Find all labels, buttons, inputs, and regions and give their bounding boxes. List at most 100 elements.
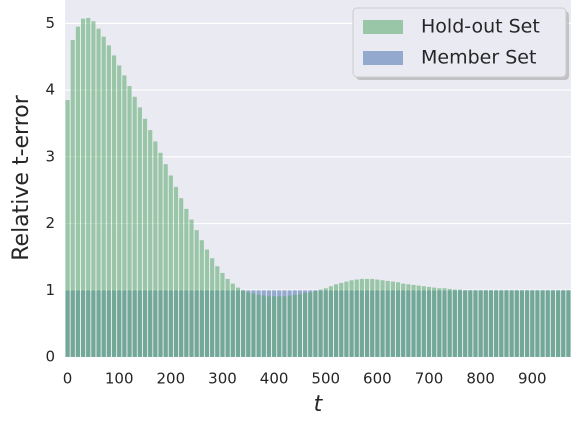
bar: [406, 284, 411, 357]
bar: [442, 288, 447, 357]
x-tick-label: 600: [363, 370, 392, 388]
bar: [525, 290, 530, 357]
bar: [241, 290, 246, 357]
bar: [261, 295, 266, 357]
bar: [251, 293, 256, 357]
bar: [246, 292, 251, 357]
bar: [401, 283, 406, 357]
bar: [96, 28, 101, 358]
bar: [173, 186, 179, 357]
bar: [478, 290, 483, 357]
bar: [158, 152, 163, 357]
bar: [287, 295, 292, 357]
bar: [189, 219, 194, 357]
x-tick-label: 200: [157, 370, 186, 388]
bar: [334, 284, 339, 357]
bar: [354, 279, 359, 357]
legend-label: Member Set: [421, 47, 536, 69]
bar: [235, 287, 241, 357]
bar: [75, 26, 80, 357]
bar: [556, 290, 561, 357]
bar: [225, 278, 230, 357]
bar: [359, 278, 364, 357]
bar: [184, 208, 189, 357]
bar: [349, 280, 354, 357]
bar: [272, 296, 277, 357]
bar: [81, 18, 86, 357]
bar: [117, 65, 122, 357]
bar: [468, 290, 473, 357]
bar: [86, 18, 91, 358]
bar: [91, 21, 96, 357]
bar: [561, 290, 566, 357]
bar: [514, 290, 519, 357]
bar: [215, 266, 220, 357]
x-tick-label: 0: [63, 370, 73, 388]
bar: [194, 230, 199, 357]
bar: [308, 292, 313, 357]
bar: [494, 290, 499, 357]
bar: [106, 45, 111, 357]
bar: [426, 286, 432, 357]
bar: [328, 286, 333, 357]
y-tick-label: 5: [45, 14, 55, 32]
bar: [550, 290, 555, 357]
bar: [499, 290, 504, 357]
bar: [199, 240, 204, 357]
bar: [483, 290, 488, 357]
bar: [463, 290, 468, 357]
x-tick-label: 800: [466, 370, 495, 388]
bar: [70, 40, 75, 357]
legend-box: [352, 7, 567, 78]
bar: [122, 75, 127, 357]
bar: [142, 118, 148, 357]
bar: [313, 290, 318, 357]
bar: [504, 290, 509, 357]
bar: [132, 96, 137, 357]
bar: [277, 296, 282, 357]
bar: [292, 294, 297, 357]
bar: [101, 36, 106, 358]
y-tick-label: 2: [45, 214, 55, 232]
bar: [421, 286, 426, 357]
y-tick-label: 4: [45, 81, 55, 99]
bar: [220, 272, 225, 357]
bar: [385, 280, 390, 357]
legend-swatch: [363, 51, 403, 65]
bar: [530, 290, 535, 357]
y-tick-label: 1: [45, 281, 55, 299]
bar: [168, 175, 173, 357]
bar: [344, 281, 349, 357]
x-axis-label: t: [314, 392, 324, 417]
bar: [540, 290, 545, 357]
bar: [323, 288, 328, 357]
bar: [390, 281, 395, 357]
bar: [411, 284, 416, 357]
x-tick-label: 100: [105, 370, 134, 388]
bar: [535, 290, 540, 357]
bar: [457, 289, 463, 357]
bar: [380, 280, 385, 357]
bar: [210, 258, 215, 357]
bar: [266, 296, 272, 357]
x-tick-label: 900: [518, 370, 547, 388]
bar: [163, 164, 168, 357]
bar: [153, 141, 158, 357]
y-tick-label: 0: [45, 348, 55, 366]
legend-label: Hold-out Set: [421, 16, 540, 38]
bar: [297, 294, 302, 357]
legend-swatch: [363, 20, 403, 34]
bar: [339, 282, 344, 357]
bar: [488, 290, 494, 357]
bar: [545, 290, 550, 357]
x-tick-label: 500: [311, 370, 340, 388]
bar: [230, 283, 235, 357]
bar: [452, 289, 457, 357]
bar: [370, 278, 375, 357]
bar: [509, 290, 514, 357]
bar: [437, 288, 442, 357]
bar: [256, 294, 261, 357]
bar: [375, 279, 380, 357]
